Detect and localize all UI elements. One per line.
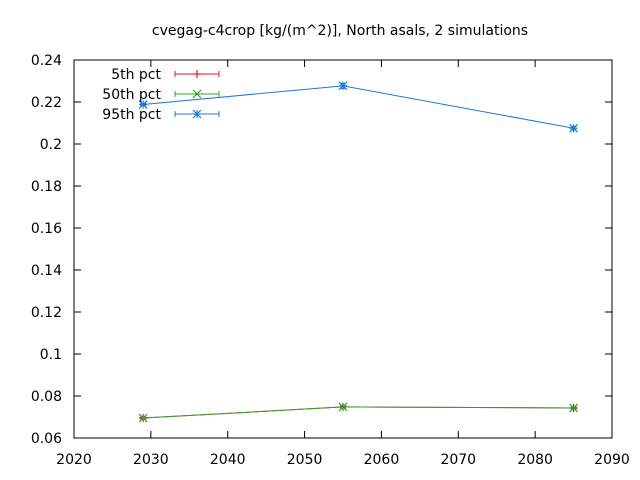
data-point bbox=[338, 402, 348, 412]
data-point-stroke bbox=[338, 402, 348, 412]
data-point bbox=[569, 403, 578, 413]
y-tick-label: 0.24 bbox=[31, 53, 62, 69]
data-point-stroke bbox=[138, 100, 148, 109]
data-point bbox=[138, 413, 148, 423]
x-tick-label: 2030 bbox=[133, 452, 169, 468]
y-tick-label: 0.08 bbox=[31, 389, 62, 405]
y-tick-label: 0.14 bbox=[31, 263, 62, 279]
series-5th-pct bbox=[139, 402, 578, 423]
legend-label: 5th pct bbox=[111, 67, 161, 83]
series-line bbox=[143, 406, 574, 419]
x-tick-label: 2040 bbox=[210, 452, 246, 468]
data-point-stroke bbox=[338, 81, 348, 91]
data-point bbox=[338, 81, 348, 91]
legend-marker bbox=[193, 70, 201, 78]
data-point bbox=[138, 100, 148, 109]
chart-title: cvegag-c4crop [kg/(m^2)], North asals, 2… bbox=[152, 23, 528, 39]
legend-label: 95th pct bbox=[102, 107, 161, 123]
x-tick-label: 2020 bbox=[56, 452, 92, 468]
chart-legend: 5th pct 50th pct 95th pct bbox=[102, 67, 220, 123]
data-point-stroke bbox=[138, 413, 148, 423]
x-tick-label: 2090 bbox=[594, 452, 630, 468]
legend-marker-stroke bbox=[192, 109, 202, 119]
series-95th-pct bbox=[138, 81, 578, 133]
x-tick-label: 2060 bbox=[364, 452, 400, 468]
legend-marker bbox=[192, 89, 202, 99]
y-tick-label: 0.12 bbox=[31, 305, 62, 321]
x-tick-label: 2080 bbox=[517, 452, 553, 468]
plot-frame bbox=[73, 59, 613, 439]
x-tick-label: 2070 bbox=[440, 452, 476, 468]
legend-marker bbox=[192, 109, 202, 119]
series-line bbox=[143, 406, 574, 419]
y-tick-label: 0.2 bbox=[40, 137, 62, 153]
y-tick-label: 0.18 bbox=[31, 179, 62, 195]
y-tick-label: 0.16 bbox=[31, 221, 62, 237]
series-line bbox=[143, 85, 574, 129]
data-point bbox=[569, 123, 578, 133]
plot-axes: 2020 2030 2040 2050 2060 2070 2080 2090 0.06 0.08… bbox=[31, 53, 630, 468]
data-point-stroke bbox=[569, 123, 578, 133]
y-tick-label: 0.06 bbox=[31, 431, 62, 447]
data-point-stroke bbox=[569, 403, 578, 413]
plot-series bbox=[138, 81, 578, 423]
legend-label: 50th pct bbox=[102, 87, 161, 103]
x-tick-label: 2050 bbox=[287, 452, 323, 468]
y-tick-label: 0.1 bbox=[40, 347, 62, 363]
legend-marker-stroke bbox=[192, 89, 202, 99]
y-tick-label: 0.22 bbox=[31, 95, 62, 111]
series-50th-pct bbox=[138, 402, 578, 423]
